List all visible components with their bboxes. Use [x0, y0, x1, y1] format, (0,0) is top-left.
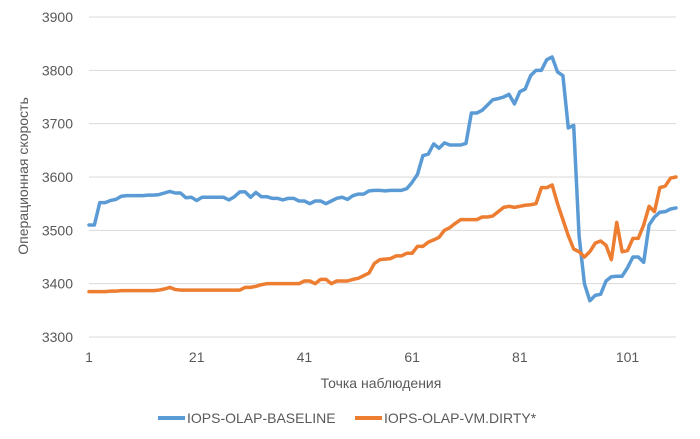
legend: IOPS-OLAP-BASELINE IOPS-OLAP-VM.DIRTY* — [158, 410, 537, 426]
y-tick-label: 3400 — [42, 276, 73, 292]
y-tick-label: 3700 — [42, 116, 73, 132]
y-tick-label: 3600 — [42, 169, 73, 185]
legend-label-dirty: IOPS-OLAP-VM.DIRTY* — [384, 410, 537, 426]
y-axis-title: Операционная скорость — [15, 97, 31, 255]
x-tick-label: 61 — [404, 349, 420, 365]
y-tick-label: 3500 — [42, 222, 73, 238]
gridlines — [89, 16, 676, 285]
x-tick-label: 101 — [616, 349, 640, 365]
x-tick-label: 21 — [189, 349, 205, 365]
series-line-vm-dirty — [87, 175, 678, 294]
y-tick-label: 3300 — [42, 329, 73, 345]
x-tick-labels: 1 21 41 61 81 101 — [85, 349, 639, 365]
x-axis-title: Точка наблюдения — [321, 375, 442, 391]
series-line-baseline — [87, 55, 678, 303]
series-lines — [87, 55, 678, 303]
y-tick-label: 3900 — [42, 9, 73, 25]
y-tick-label: 3800 — [42, 62, 73, 78]
legend-label-baseline: IOPS-OLAP-BASELINE — [187, 410, 336, 426]
y-tick-labels: 3300 3400 3500 3600 3700 3800 3900 — [42, 9, 73, 345]
x-tick-label: 1 — [85, 349, 93, 365]
x-tick-label: 81 — [512, 349, 528, 365]
x-tick-label: 41 — [297, 349, 313, 365]
